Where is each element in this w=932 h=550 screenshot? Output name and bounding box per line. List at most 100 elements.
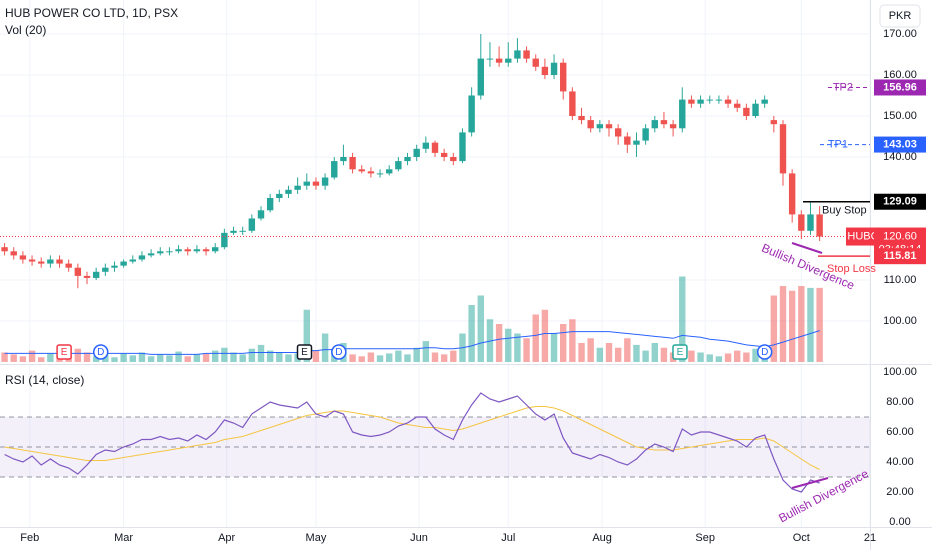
y-tick-label: 100.00 (883, 315, 917, 327)
volume-bar (624, 338, 631, 362)
rsi-tick-label: 80.00 (886, 396, 914, 408)
level-name: TP1 (828, 138, 848, 150)
volume-bar (477, 295, 484, 362)
volume-bar (138, 352, 146, 362)
chart-title: HUB POWER CO LTD, 1D, PSX (5, 6, 178, 20)
level-name: Buy Stop (822, 205, 867, 217)
volume-bar (788, 290, 796, 362)
candle-body (596, 124, 604, 129)
marks (1, 34, 823, 493)
volume-bar (532, 314, 539, 362)
volume-bar (450, 350, 457, 362)
divergence-line-rsi (791, 477, 829, 489)
volume-bar (175, 351, 182, 362)
level-value: 129.09 (883, 196, 917, 208)
candle-body (431, 142, 439, 153)
candle-body (688, 99, 695, 104)
candle-body (770, 120, 778, 125)
volume-bar (28, 350, 36, 362)
symbol-badge (846, 227, 880, 246)
level-badge (874, 248, 926, 265)
candle-body (486, 58, 494, 60)
y-tick-label: 140.00 (883, 151, 917, 163)
candle-body (706, 99, 713, 101)
y-tick-label: 150.00 (883, 110, 917, 122)
level-value: 143.03 (883, 138, 917, 150)
candle-body (56, 259, 63, 264)
volume-bar (248, 348, 256, 362)
candle-body (120, 261, 127, 266)
volume-bar (367, 352, 375, 362)
volume-bar (495, 324, 503, 362)
candle-body (541, 66, 549, 75)
volume-bar (816, 287, 823, 362)
candle-body (276, 193, 283, 198)
volume-title: Vol (20) (5, 23, 46, 37)
candle-body (212, 247, 219, 252)
volume-bar (715, 356, 723, 362)
candle-body (157, 251, 164, 254)
volume-bar (111, 357, 118, 362)
candle-body (642, 128, 649, 141)
volume-bar (614, 347, 622, 362)
candle-body (175, 249, 182, 252)
candle-body (578, 116, 585, 121)
volume-bar (120, 353, 127, 362)
candle-body (505, 58, 512, 63)
volume-bar (239, 354, 246, 362)
volume-bar (569, 319, 576, 362)
x-tick-label: Feb (20, 532, 39, 544)
volume-bar (605, 343, 613, 362)
divergence-line-price (791, 242, 823, 254)
candle-body (38, 261, 45, 264)
candle-body (550, 62, 558, 75)
volume-bar (651, 343, 658, 362)
candle-body (495, 58, 503, 63)
x-tick-label: Apr (218, 532, 235, 544)
event-icon (331, 344, 347, 360)
candle-body (193, 249, 201, 252)
rsi-tick-label: 40.00 (886, 456, 914, 468)
candle-body (422, 142, 430, 149)
level-value: 156.96 (883, 81, 917, 93)
candle-body (331, 161, 338, 178)
volume-bar (798, 286, 805, 362)
level-badge (874, 79, 926, 96)
volume-bar (550, 333, 558, 362)
volume-bar (779, 286, 787, 362)
x-tick-label: Mar (114, 532, 133, 544)
volume-bar (706, 354, 713, 362)
volume-bar (688, 350, 695, 362)
volume-bar (92, 356, 100, 362)
candle-body (83, 275, 91, 278)
event-label: D (335, 347, 342, 358)
currency-button[interactable] (879, 4, 921, 28)
candle-body (239, 230, 246, 232)
candle-body (734, 103, 741, 108)
event-icon (672, 344, 688, 360)
candle-body (248, 218, 256, 231)
volume-bar (404, 354, 411, 362)
volume-bar (303, 309, 310, 362)
volume-bar (157, 354, 164, 362)
volume-bar (166, 355, 173, 362)
volume-bar (257, 344, 265, 362)
candle-body (294, 185, 301, 190)
volume-bar (47, 353, 54, 362)
level-name: Stop Loss (827, 263, 876, 275)
x-tick-label: May (306, 532, 327, 544)
symbol-label: HUBC (847, 230, 878, 242)
x-tick-label: Aug (592, 532, 612, 544)
level-value: 115.81 (883, 250, 916, 262)
volume-bar (386, 353, 393, 362)
volume-bar (468, 305, 475, 362)
volume-bar (83, 352, 91, 362)
candle-body (19, 255, 27, 260)
currency[interactable]: PKR (889, 10, 912, 22)
event-icon (296, 344, 313, 360)
volume-bar (10, 354, 17, 362)
volume-bar (734, 350, 741, 362)
candle-body (440, 152, 448, 157)
candle-body (724, 99, 732, 104)
